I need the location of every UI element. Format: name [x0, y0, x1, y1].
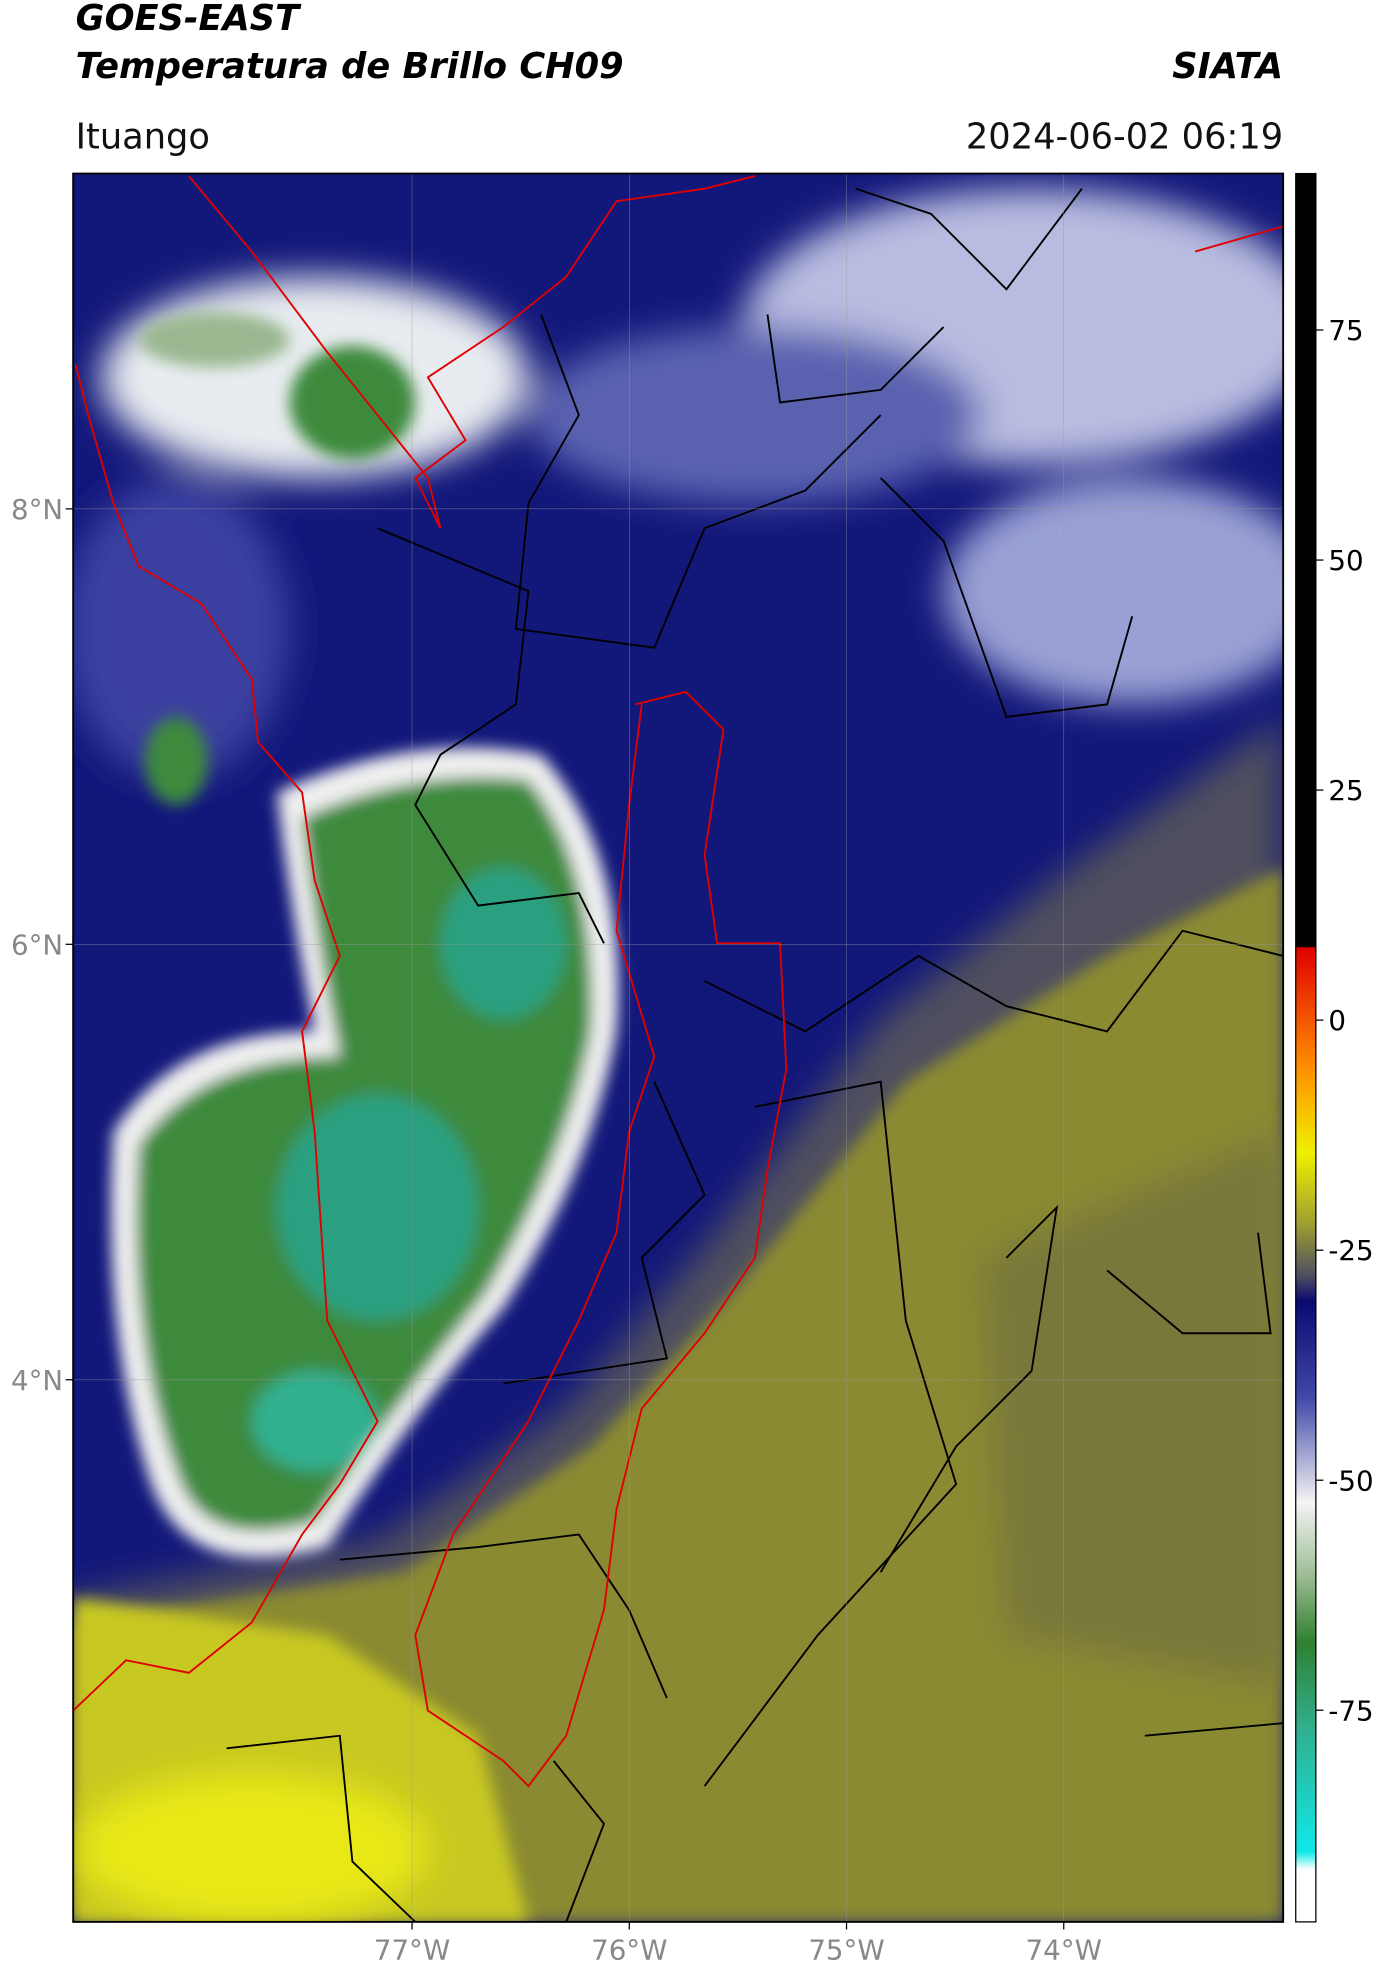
source: SIATA	[1172, 46, 1283, 87]
subtitle: Temperatura de Brillo CH09	[76, 46, 624, 87]
y-tick-label: 6°N	[11, 928, 63, 961]
colorbar-tick-label: 75	[1328, 314, 1363, 347]
colorbar-tick-label: 0	[1328, 1004, 1346, 1037]
satellite-image	[73, 173, 1284, 1922]
colorbar	[1295, 172, 1317, 1923]
colorbar-tick-label: -75	[1328, 1694, 1373, 1727]
x-tick-label: 75°W	[808, 1934, 884, 1967]
colorbar-tick-label: 25	[1328, 774, 1363, 807]
y-tick-label: 4°N	[11, 1364, 63, 1397]
x-tick-label: 77°W	[374, 1934, 450, 1967]
y-tick-label: 8°N	[11, 493, 63, 526]
colorbar-tick-label: 50	[1328, 544, 1363, 577]
colorbar-tick-label: -25	[1328, 1234, 1373, 1267]
datetime: 2024-06-02 06:19	[966, 116, 1283, 157]
x-tick-label: 76°W	[591, 1934, 667, 1967]
location: Ituango	[76, 116, 210, 157]
map-frame	[72, 172, 1285, 1923]
x-tick-label: 74°W	[1026, 1934, 1102, 1967]
title: GOES-EAST	[76, 0, 302, 39]
colorbar-tick-label: -50	[1328, 1464, 1373, 1497]
grid	[73, 173, 1284, 1922]
